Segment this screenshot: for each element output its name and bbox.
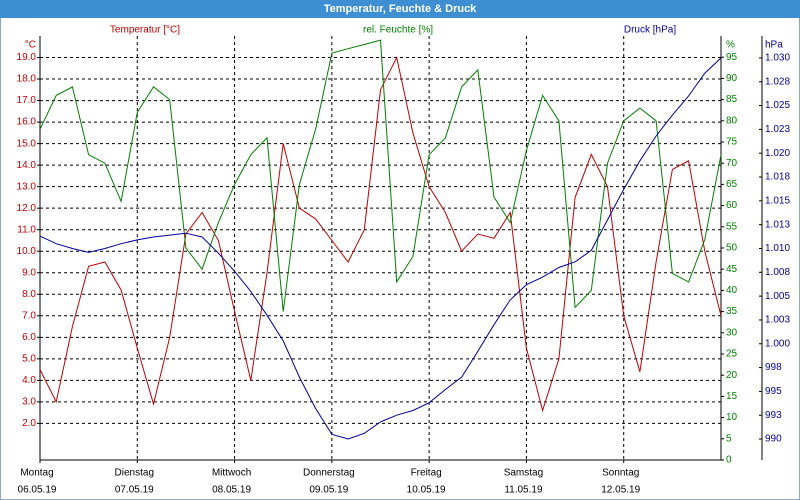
- y3-tick-label: 1.023: [765, 124, 790, 135]
- x-tick-date: 07.05.19: [115, 485, 154, 496]
- x-tick-date: 08.05.19: [212, 485, 251, 496]
- y3-tick-label: 1.030: [765, 53, 790, 64]
- y-tick-label: 2.0: [22, 418, 36, 429]
- y3-tick-label: 1.025: [765, 100, 790, 111]
- y2-tick-label: 90: [726, 73, 738, 84]
- y3-tick-label: 1.015: [765, 195, 790, 206]
- y-tick-label: 8.0: [22, 289, 36, 300]
- y2-tick-label: 25: [726, 349, 738, 360]
- x-tick-label: Samstag: [504, 468, 543, 479]
- x-tick-label: Mittwoch: [212, 468, 251, 479]
- y3-tick-label: 1.000: [765, 338, 790, 349]
- x-tick-label: Donnerstag: [303, 468, 355, 479]
- y3-tick-label: 1.013: [765, 219, 790, 230]
- y2-tick-label: 70: [726, 158, 738, 169]
- y2-tick-label: 80: [726, 115, 738, 126]
- y3-tick-label: 1.003: [765, 315, 790, 326]
- y2-tick-label: 10: [726, 412, 738, 423]
- y2-tick-label: 50: [726, 243, 738, 254]
- y-tick-label: 18.0: [17, 74, 37, 85]
- x-tick-label: Freitag: [411, 468, 442, 479]
- y2-tick-label: 85: [726, 94, 738, 105]
- y-tick-label: 3.0: [22, 397, 36, 408]
- y-tick-label: 10.0: [17, 246, 37, 257]
- y-tick-label: 12.0: [17, 203, 37, 214]
- y-tick-label: 17.0: [17, 95, 37, 106]
- y2-tick-label: 55: [726, 221, 738, 232]
- y-tick-label: 7.0: [22, 310, 36, 321]
- y-tick-label: 6.0: [22, 332, 36, 343]
- series-line: [39, 39, 722, 312]
- x-tick-label: Sonntag: [602, 468, 639, 479]
- y2-unit: %: [726, 40, 735, 51]
- y-tick-label: 13.0: [17, 181, 37, 192]
- x-tick-date: 10.05.19: [407, 485, 446, 496]
- chart-title: Temperatur, Feuchte & Druck: [324, 3, 477, 15]
- y-tick-label: 9.0: [22, 267, 36, 278]
- y3-tick-label: 1.005: [765, 291, 790, 302]
- x-tick-label: Dienstag: [115, 468, 154, 479]
- y3-tick-label: 1.008: [765, 267, 790, 278]
- y2-tick-label: 35: [726, 306, 738, 317]
- y2-tick-label: 20: [726, 370, 738, 381]
- y2-tick-label: 65: [726, 179, 738, 190]
- legend-entry: Temperatur [°C]: [110, 25, 180, 36]
- x-tick-date: 11.05.19: [504, 485, 543, 496]
- y-tick-label: 4.0: [22, 375, 36, 386]
- y2-tick-label: 60: [726, 200, 738, 211]
- y-tick-label: 14.0: [17, 160, 37, 171]
- title-bar: [0, 0, 800, 18]
- y2-tick-label: 30: [726, 327, 738, 338]
- y-tick-label: 15.0: [17, 138, 37, 149]
- y3-tick-label: 1.018: [765, 172, 790, 183]
- series-line: [39, 56, 722, 413]
- y2-tick-label: 40: [726, 285, 738, 296]
- y2-tick-label: 75: [726, 137, 738, 148]
- y3-tick-label: 1.010: [765, 243, 790, 254]
- y2-tick-label: 0: [726, 455, 732, 466]
- y3-tick-label: 1.020: [765, 148, 790, 159]
- y2-tick-label: 95: [726, 52, 738, 63]
- x-tick-date: 09.05.19: [309, 485, 348, 496]
- series-line: [39, 57, 722, 440]
- y3-tick-label: 990: [765, 434, 782, 445]
- y3-tick-label: 998: [765, 362, 782, 373]
- y-tick-label: 5.0: [22, 353, 36, 364]
- y3-unit: hPa: [765, 40, 783, 51]
- y2-tick-label: 45: [726, 264, 738, 275]
- y3-tick-label: 993: [765, 410, 782, 421]
- y2-tick-label: 5: [726, 433, 732, 444]
- x-tick-label: Montag: [20, 468, 53, 479]
- y3-tick-label: 995: [765, 386, 782, 397]
- y-tick-label: 11.0: [17, 224, 36, 235]
- x-tick-date: 12.05.19: [601, 485, 640, 496]
- y2-tick-label: 15: [726, 391, 738, 402]
- y-tick-label: 19.0: [17, 52, 37, 63]
- y-unit: °C: [25, 40, 36, 51]
- legend-entry: Druck [hPa]: [624, 25, 676, 36]
- y3-tick-label: 1.028: [765, 76, 790, 87]
- x-tick-date: 06.05.19: [18, 485, 57, 496]
- legend-entry: rel. Feuchte [%]: [363, 25, 433, 36]
- y-tick-label: 16.0: [17, 117, 37, 128]
